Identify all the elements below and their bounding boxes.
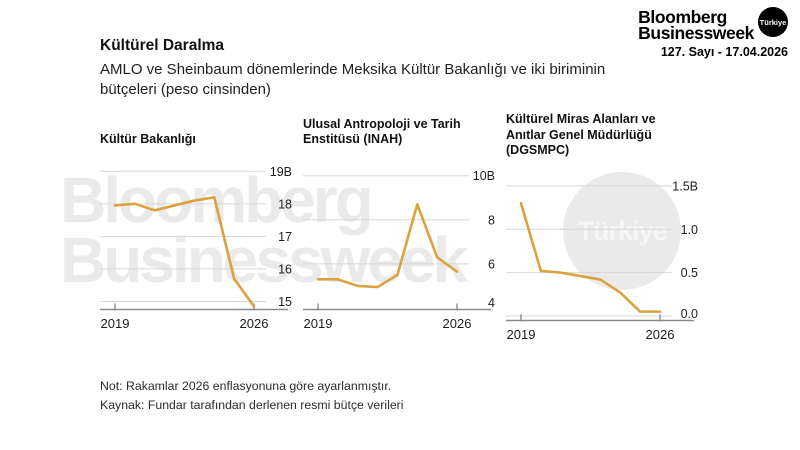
- svg-text:0.5: 0.5: [681, 266, 698, 280]
- svg-text:10B: 10B: [473, 169, 495, 183]
- svg-text:19B: 19B: [270, 165, 292, 179]
- footnote-source: Kaynak: Fundar tarafından derlenen resmi…: [100, 398, 404, 413]
- svg-text:17: 17: [278, 230, 292, 244]
- footnotes: Not: Rakamlar 2026 enflasyonuna göre aya…: [100, 377, 403, 415]
- svg-text:15: 15: [278, 295, 292, 309]
- watermark-line2: Businessweek: [60, 224, 468, 296]
- watermark-line1: Bloomberg: [60, 164, 374, 236]
- issue-date: 127. Sayı - 17.04.2026: [660, 45, 788, 59]
- svg-text:2026: 2026: [443, 316, 472, 331]
- svg-text:2019: 2019: [304, 316, 333, 331]
- svg-text:1.5B: 1.5B: [672, 179, 698, 193]
- line-chart-dgsmpc: 1.5B 1.0 0.5 0.0 2019 2026: [506, 179, 698, 342]
- chart-title: Kültür Bakanlığı: [100, 132, 196, 147]
- chart-title: Ulusal Antropoloji ve Tarih Enstitüsü (I…: [303, 116, 461, 147]
- bloomberg-businessweek-logo: Bloomberg Businessweek: [638, 7, 754, 41]
- chart-panel-dgsmpc: Kültürel Miras Alanları ve Anıtlar Genel…: [506, 112, 698, 351]
- svg-text:6: 6: [488, 257, 495, 271]
- footnote-note: Not: Rakamlar 2026 enflasyonuna göre aya…: [100, 379, 392, 393]
- svg-text:8: 8: [488, 213, 495, 227]
- bloomberg-watermark: Bloomberg Businessweek: [60, 164, 468, 296]
- publication-logo: Bloomberg Businessweek Türkiye 127. Sayı…: [638, 7, 788, 59]
- chart-title: Kültürel Miras Alanları ve Anıtlar Genel…: [506, 112, 656, 158]
- turkiye-badge-label: Türkiye: [759, 17, 787, 27]
- page-subtitle: AMLO ve Sheinbaum dönemlerinde Meksika K…: [100, 61, 606, 98]
- page-title: Kültürel Daralma: [100, 37, 225, 54]
- logo-line2: Businessweek: [638, 22, 754, 43]
- svg-text:4: 4: [488, 296, 495, 310]
- turkiye-circle-watermark: Türkiye: [563, 172, 681, 290]
- svg-text:18: 18: [278, 197, 292, 211]
- svg-text:1.0: 1.0: [681, 223, 698, 237]
- turkiye-badge-icon: Türkiye: [758, 7, 788, 37]
- logo-line1: Bloomberg: [638, 7, 727, 27]
- svg-text:0.0: 0.0: [681, 307, 698, 321]
- line-chart-inah: 10B 8 6 4 2019 2026: [303, 169, 495, 331]
- chart-header: Kültürel Daralma AMLO ve Sheinbaum dönem…: [100, 37, 660, 100]
- svg-text:2026: 2026: [240, 316, 269, 331]
- svg-text:2019: 2019: [507, 327, 536, 342]
- chart-panel-kultur-bakanligi: Kültür Bakanlığı 19B 18 17 16 15 2019 2026: [100, 112, 292, 351]
- chart-panel-inah: Ulusal Antropoloji ve Tarih Enstitüsü (I…: [303, 112, 495, 351]
- line-chart-kultur-bakanligi: 19B 18 17 16 15 2019 2026: [100, 165, 292, 331]
- svg-text:2026: 2026: [646, 327, 675, 342]
- watermark-badge-label: Türkiye: [577, 215, 667, 246]
- svg-text:2019: 2019: [101, 316, 130, 331]
- svg-text:16: 16: [278, 262, 292, 276]
- charts-row: Kültür Bakanlığı 19B 18 17 16 15 2019 2026 Ulu…: [100, 112, 698, 351]
